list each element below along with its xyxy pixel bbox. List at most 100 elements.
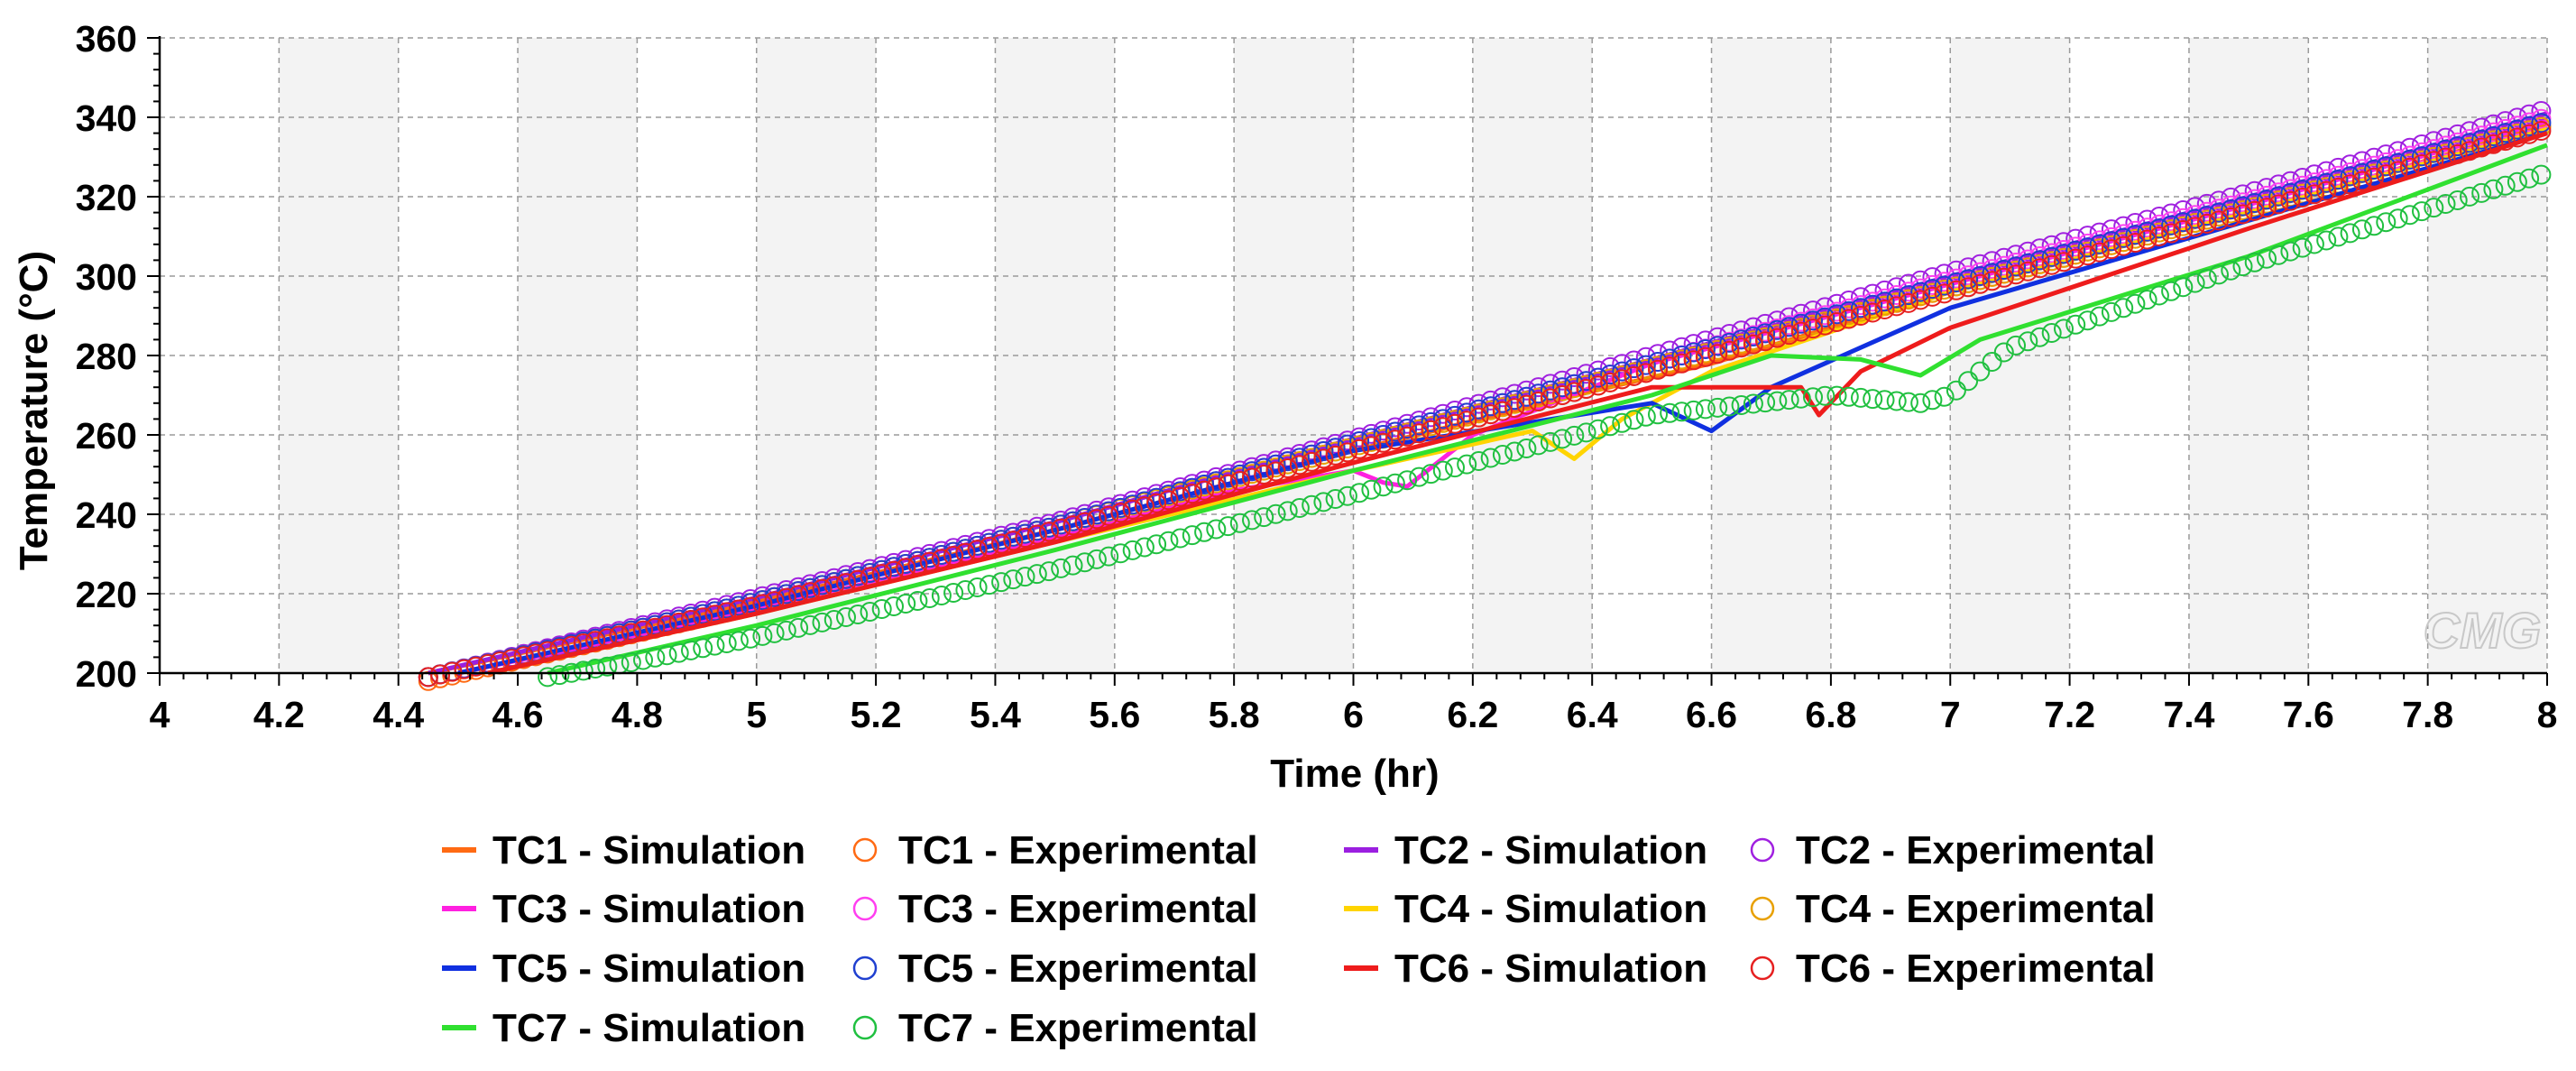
data-point — [1612, 361, 1633, 382]
legend-item: TC2 - Simulation — [1344, 828, 1707, 872]
data-point — [2077, 237, 2098, 258]
legend-label: TC7 - Simulation — [492, 1006, 805, 1050]
data-point — [1910, 282, 1931, 302]
data-point — [1480, 396, 1501, 417]
legend-label: TC6 - Experimental — [1796, 946, 2156, 991]
data-point — [2125, 293, 2146, 314]
data-point — [1743, 334, 1763, 355]
data-point — [1635, 363, 1656, 383]
data-point — [1302, 451, 1322, 472]
data-point — [991, 533, 1012, 554]
data-point — [2376, 156, 2397, 177]
data-point — [1349, 483, 1370, 503]
data-point — [2471, 137, 2492, 158]
data-point — [549, 665, 570, 686]
data-point — [2328, 226, 2349, 247]
data-point — [2221, 260, 2241, 281]
data-point — [2137, 229, 2157, 250]
data-point — [1385, 429, 1405, 450]
data-point — [1863, 389, 1883, 410]
data-point — [1122, 540, 1143, 560]
data-point — [2447, 136, 2468, 157]
data-point — [1194, 522, 1215, 542]
data-point — [1648, 404, 1668, 425]
data-point — [1815, 315, 1835, 336]
data-point — [955, 542, 976, 563]
data-point — [1349, 431, 1370, 451]
data-point — [1564, 425, 1585, 446]
data-point — [776, 587, 796, 608]
legend-swatch-marker — [852, 896, 878, 921]
data-point — [2029, 250, 2050, 271]
data-point — [1624, 410, 1644, 430]
data-point — [2089, 234, 2110, 254]
data-point — [1671, 402, 1692, 422]
data-point — [1552, 429, 1573, 449]
data-point — [501, 649, 522, 669]
data-point — [1063, 555, 1083, 576]
data-point — [1313, 492, 1334, 512]
data-point — [1468, 399, 1489, 420]
data-point — [2113, 235, 2134, 256]
data-point — [430, 664, 450, 685]
legend-swatch-marker — [852, 837, 878, 863]
data-point — [1683, 342, 1704, 363]
data-point — [681, 610, 701, 630]
data-point — [1385, 473, 1405, 494]
data-point — [2316, 172, 2337, 193]
data-point — [2041, 246, 2062, 267]
x-tick-label: 5 — [746, 694, 767, 735]
data-point — [681, 640, 701, 660]
data-point — [1468, 451, 1489, 471]
data-point — [1074, 552, 1095, 573]
data-point — [2340, 166, 2360, 187]
data-point — [776, 620, 796, 641]
data-point — [1457, 411, 1477, 431]
legend-item: TC3 - Simulation — [442, 887, 805, 931]
data-point — [1779, 325, 1799, 346]
data-point — [704, 635, 725, 656]
data-point — [884, 596, 904, 616]
data-point — [2483, 126, 2504, 146]
data-point — [871, 564, 892, 585]
data-point — [2196, 213, 2217, 234]
legend: TC1 - Simulation TC1 - Experimental TC2 - … — [442, 828, 2156, 1050]
data-point — [1564, 382, 1585, 402]
data-point — [1361, 479, 1382, 500]
data-point — [1755, 323, 1776, 344]
data-point — [967, 540, 988, 560]
data-point — [1863, 302, 1883, 323]
data-point — [2173, 212, 2194, 233]
legend-label: TC5 - Experimental — [898, 946, 1258, 991]
data-point — [1958, 277, 1979, 298]
data-point — [1516, 394, 1537, 415]
data-point — [1063, 511, 1083, 531]
data-point — [1182, 525, 1202, 546]
data-point — [2483, 134, 2504, 154]
data-point — [2185, 272, 2205, 293]
data-point — [2029, 327, 2050, 347]
data-point — [991, 572, 1012, 593]
data-point — [1635, 406, 1656, 427]
data-point — [1851, 306, 1871, 326]
data-point — [1074, 512, 1095, 532]
data-point — [1313, 448, 1334, 469]
y-tick-label: 360 — [76, 18, 137, 60]
legend-label: TC2 - Experimental — [1796, 828, 2156, 872]
data-point — [2471, 182, 2492, 203]
data-point — [1671, 353, 1692, 374]
data-point — [2006, 335, 2026, 355]
data-point — [549, 638, 570, 659]
data-point — [1409, 466, 1430, 487]
data-point — [1528, 435, 1549, 456]
data-point — [728, 631, 749, 651]
data-point — [2257, 248, 2277, 269]
data-point — [800, 582, 821, 603]
data-point — [1993, 342, 2014, 363]
x-tick-label: 5.6 — [1089, 694, 1140, 735]
data-point — [585, 631, 606, 651]
data-point — [2340, 223, 2360, 244]
data-point — [2399, 205, 2420, 226]
data-point — [2447, 143, 2468, 164]
data-point — [1492, 401, 1513, 421]
